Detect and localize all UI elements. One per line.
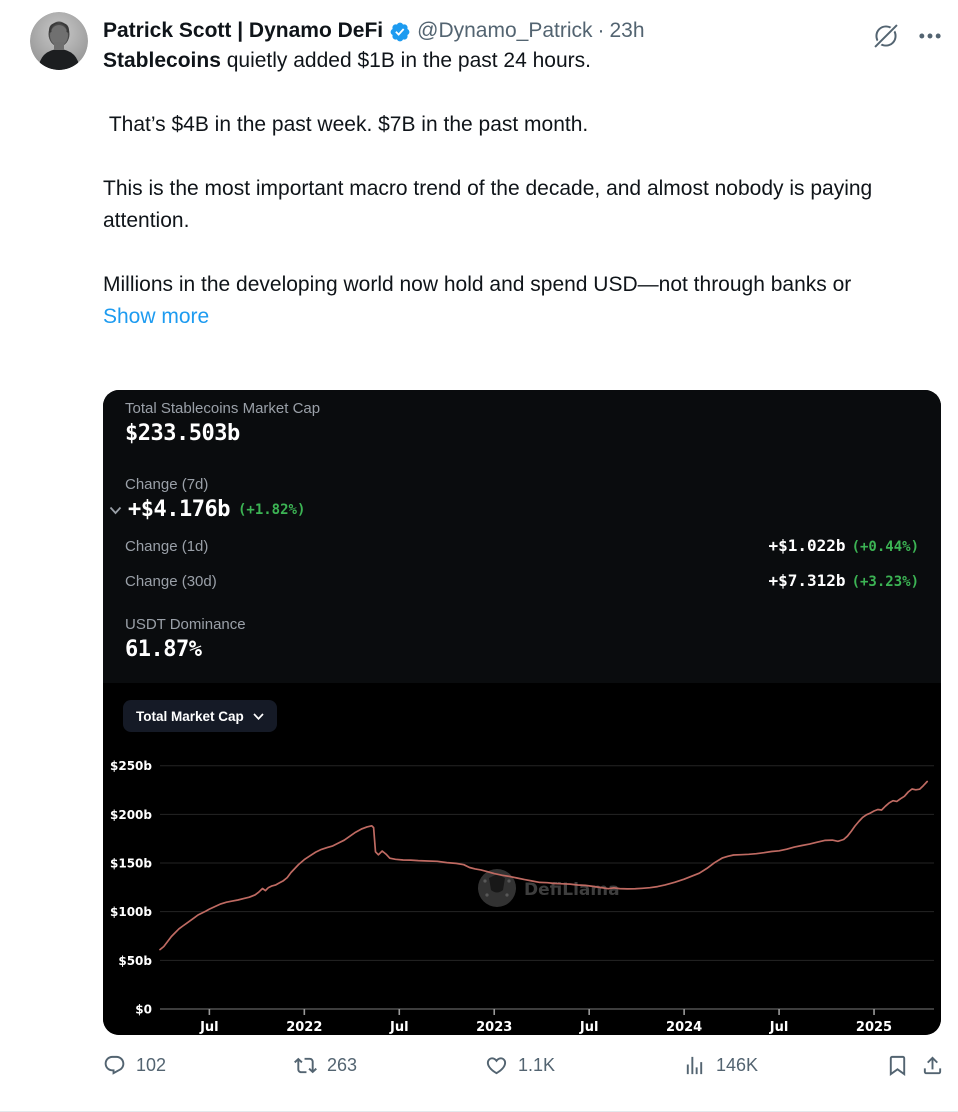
- lead-rest-text: quietly added $1B in the past 24 hours.: [220, 49, 591, 72]
- market-cap-dropdown[interactable]: Total Market Cap: [123, 700, 277, 732]
- repost-icon: [294, 1057, 317, 1074]
- repost-count: 263: [327, 1055, 358, 1075]
- svg-text:2022: 2022: [286, 1020, 322, 1035]
- reply-count: 102: [136, 1055, 167, 1075]
- defillama-watermark: DefiLlama: [478, 869, 620, 907]
- like-count: 1.1K: [518, 1055, 556, 1075]
- verified-badge-icon: [390, 22, 410, 41]
- author-handle[interactable]: @Dynamo_Patrick: [417, 19, 593, 42]
- svg-text:DefiLlama: DefiLlama: [524, 880, 620, 900]
- change-30d-row: Change (30d) +$7.312b (+3.23%): [125, 571, 919, 595]
- svg-text:$0: $0: [135, 1003, 152, 1017]
- tweet-paragraph-3: This is the most important macro trend o…: [103, 177, 879, 232]
- change-7d-pct: (+1.82%): [237, 502, 306, 518]
- svg-text:$50b: $50b: [118, 954, 152, 968]
- more-button-ellipsis-icon[interactable]: [916, 22, 944, 50]
- lead-bold-text: Stablecoins: [103, 49, 221, 72]
- chart-zone: $0 $50b $100b $150b $200b $250b Jul 2022 Jul 2023…: [103, 683, 941, 1035]
- svg-text:Jul: Jul: [579, 1020, 599, 1035]
- tweet-paragraph-2: That’s $4B in the past week. $7B in the …: [103, 113, 589, 136]
- tweet-header: Patrick Scott | Dynamo DeFi @Dynamo_Patr…: [103, 19, 645, 43]
- tweet-text: Stablecoins quietly added $1B in the pas…: [103, 45, 903, 333]
- reply-icon: [104, 1055, 125, 1075]
- svg-text:$150b: $150b: [110, 857, 152, 871]
- change-1d-pct: (+0.44%): [851, 539, 919, 555]
- avatar[interactable]: [30, 12, 88, 70]
- share-icon: [923, 1056, 942, 1075]
- share-button[interactable]: [921, 1054, 944, 1077]
- change-30d-pct: (+3.23%): [851, 574, 919, 590]
- svg-text:Jul: Jul: [199, 1020, 219, 1035]
- reply-button[interactable]: 102: [103, 1054, 166, 1077]
- total-marketcap-value: $233.503b: [125, 421, 240, 446]
- repost-button[interactable]: 263: [294, 1054, 357, 1077]
- tweet-paragraph-1: Stablecoins quietly added $1B in the pas…: [103, 45, 903, 77]
- dropdown-label: Total Market Cap: [136, 708, 244, 724]
- chevron-down-icon: [253, 712, 264, 720]
- usdt-dominance-value: 61.87%: [125, 637, 202, 662]
- bookmark-share-cluster: [886, 1054, 944, 1077]
- tweet-paragraph-4: Millions in the developing world now hol…: [103, 273, 852, 296]
- svg-text:$100b: $100b: [110, 905, 152, 919]
- author-name[interactable]: Patrick Scott | Dynamo DeFi: [103, 19, 384, 42]
- separator-dot: ·: [597, 19, 605, 42]
- show-more-link[interactable]: Show more: [103, 305, 210, 328]
- change-7d-value: +$4.176b: [128, 497, 230, 522]
- views-icon: [686, 1056, 703, 1075]
- change-1d-row: Change (1d) +$1.022b (+0.44%): [125, 536, 919, 560]
- svg-text:2023: 2023: [476, 1020, 512, 1035]
- change-30d-value: +$7.312b: [768, 571, 846, 590]
- timestamp[interactable]: 23h: [609, 19, 645, 42]
- avatar-image: [30, 12, 88, 70]
- svg-text:Jul: Jul: [769, 1020, 789, 1035]
- usdt-dominance-label: USDT Dominance: [125, 616, 246, 633]
- like-icon: [486, 1057, 507, 1075]
- svg-text:$200b: $200b: [110, 808, 152, 822]
- bookmark-icon: [889, 1055, 906, 1076]
- change-30d-label: Change (30d): [125, 573, 217, 590]
- change-7d-label: Change (7d): [125, 476, 209, 493]
- change-1d-value: +$1.022b: [768, 536, 846, 555]
- grok-icon[interactable]: [872, 22, 900, 50]
- svg-text:2024: 2024: [666, 1020, 702, 1035]
- like-button[interactable]: 1.1K: [485, 1054, 555, 1077]
- header-actions: [872, 22, 944, 50]
- stablecoin-line-chart: $0 $50b $100b $150b $200b $250b Jul 2022 Jul 2023…: [110, 759, 934, 1035]
- tweet-action-bar: 102 263 1.1K 146K: [103, 1054, 944, 1077]
- svg-text:2025: 2025: [856, 1020, 892, 1035]
- bookmark-button[interactable]: [886, 1054, 909, 1077]
- change-1d-label: Change (1d): [125, 538, 209, 555]
- chevron-down-icon[interactable]: [109, 506, 122, 515]
- total-marketcap-label: Total Stablecoins Market Cap: [125, 400, 321, 417]
- views-button[interactable]: 146K: [683, 1054, 758, 1077]
- svg-text:$250b: $250b: [110, 759, 152, 773]
- stablecoin-chart-card[interactable]: Total Stablecoins Market Cap $233.503b C…: [103, 390, 941, 1035]
- svg-text:Jul: Jul: [389, 1020, 409, 1035]
- card-stats-panel: Total Stablecoins Market Cap $233.503b C…: [103, 390, 941, 683]
- views-count: 146K: [715, 1055, 759, 1075]
